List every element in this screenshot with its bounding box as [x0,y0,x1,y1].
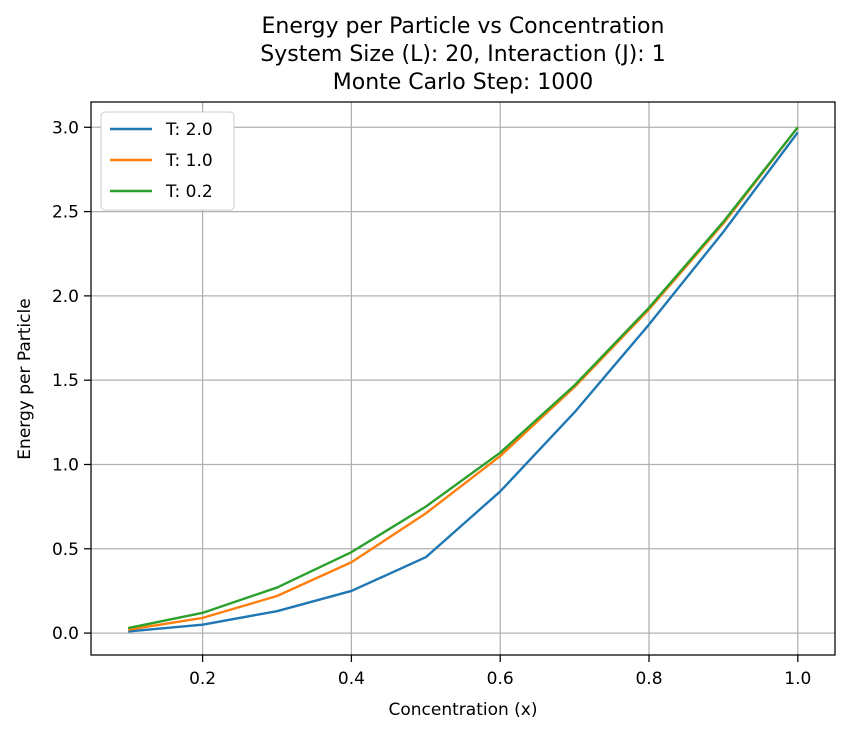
y-tick-label: 0.5 [52,540,79,560]
grid-layer [91,102,835,655]
x-tick-label: 1.0 [784,669,811,689]
x-tick-label: 0.6 [487,669,514,689]
chart-title-line-3: Monte Carlo Step: 1000 [333,70,593,95]
legend-box [100,111,235,211]
chart-title: Energy per Particle vs Concentration Sys… [260,14,665,95]
x-tick-label: 0.8 [635,669,662,689]
legend-label-1: T: 1.0 [165,151,213,171]
x-tick-label: 0.2 [189,669,216,689]
legend-label-2: T: 0.2 [165,182,213,202]
y-tick-label: 0.0 [52,624,79,644]
plot-frame [90,101,836,656]
y-axis: 0.0 0.5 1.0 1.5 2.0 2.5 3.0 [52,118,91,644]
x-axis-label: Concentration (x) [389,700,538,720]
series-layer [127,126,799,633]
x-axis: 0.2 0.4 0.6 0.8 1.0 [189,655,811,689]
y-axis-label: Energy per Particle [15,298,35,459]
x-tick-label: 0.4 [338,669,365,689]
series-line-0 [128,131,799,633]
series-line-2 [127,126,799,630]
chart-title-line-1: Energy per Particle vs Concentration [262,14,665,39]
legend: T: 2.0 T: 1.0 T: 0.2 [100,111,235,211]
y-tick-label: 2.0 [52,287,79,307]
legend-label-0: T: 2.0 [165,120,213,140]
y-tick-label: 3.0 [52,118,79,138]
y-tick-label: 1.0 [52,455,79,475]
y-tick-label: 1.5 [52,371,79,391]
y-tick-label: 2.5 [52,203,79,223]
chart-title-line-2: System Size (L): 20, Interaction (J): 1 [260,42,665,67]
